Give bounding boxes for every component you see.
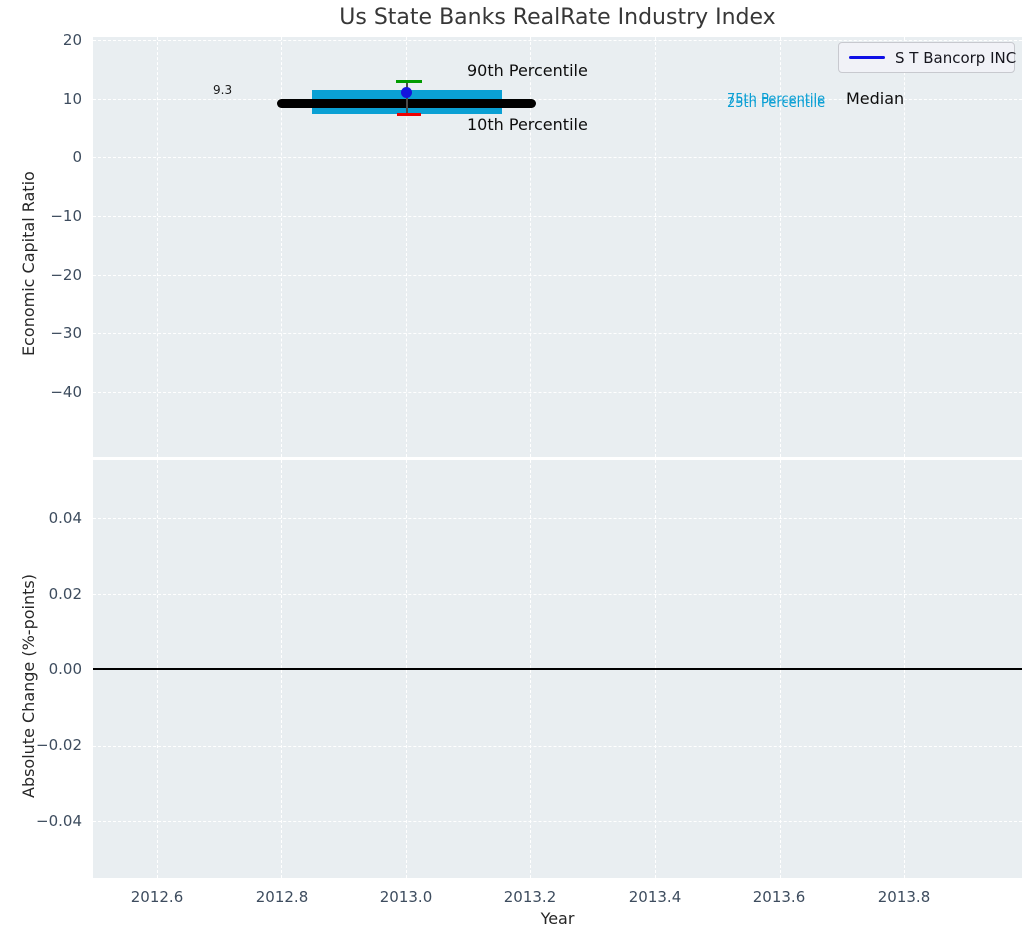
median-annotation: Median [846,89,905,108]
top-plot-area: 9.3 90th Percentile 10th Percentile 75th… [93,37,1022,457]
bottom-y-axis-label: Absolute Change (%-points) [19,574,38,798]
gridline [93,40,1022,41]
p75-annotation: 75th Percentile [727,92,826,107]
ytick-label: −40 [50,383,82,401]
gridline [530,37,531,457]
gridline [93,275,1022,276]
legend: S T Bancorp INC [838,42,1017,73]
p10-cap-marker [397,113,421,116]
gridline [93,746,1022,747]
xtick-label: 2012.8 [255,888,309,906]
gridline [93,518,1022,519]
gridline [93,821,1022,822]
x-axis-label: Year [540,909,575,928]
ytick-label: −0.04 [36,812,82,830]
ytick-label: 0 [72,148,82,166]
gridline [406,37,407,457]
xtick-label: 2013.0 [379,888,433,906]
gridline [655,37,656,457]
percentile-error-bar [406,81,408,116]
top-y-axis-label: Economic Capital Ratio [19,171,38,356]
gridline [93,216,1022,217]
ytick-label: 10 [62,90,82,108]
xtick-label: 2013.4 [628,888,682,906]
chart-title: Us State Banks RealRate Industry Index [339,5,776,30]
gridline [93,333,1022,334]
ytick-label: −0.02 [36,736,82,754]
xtick-label: 2013.6 [752,888,806,906]
legend-label: S T Bancorp INC [895,48,1017,67]
ytick-label: 20 [62,31,82,49]
gridline [904,37,905,457]
p90-cap-marker [396,80,422,83]
gridline [780,37,781,457]
gridline [93,594,1022,595]
p90-annotation: 90th Percentile [467,61,588,80]
zero-change-line [93,668,1022,670]
ytick-label: −30 [50,324,82,342]
company-data-point [401,87,412,98]
p10-annotation: 10th Percentile [467,115,588,134]
ytick-label: 0.04 [48,509,82,527]
gridline [93,392,1022,393]
bottom-plot-area [93,460,1022,878]
legend-line-sample [849,56,885,59]
ytick-label: 0.02 [48,585,82,603]
gridline [157,37,158,457]
gridline [93,157,1022,158]
gridline [281,37,282,457]
p25-annotation: 25th Percentile [727,96,826,111]
ytick-label: −10 [50,207,82,225]
xtick-label: 2012.6 [130,888,184,906]
ytick-label: −20 [50,266,82,284]
gridline [93,99,1022,100]
xtick-label: 2013.2 [503,888,557,906]
ytick-label: 0.00 [48,660,82,678]
xtick-label: 2013.8 [877,888,931,906]
median-value-annotation: 9.3 [213,83,233,97]
